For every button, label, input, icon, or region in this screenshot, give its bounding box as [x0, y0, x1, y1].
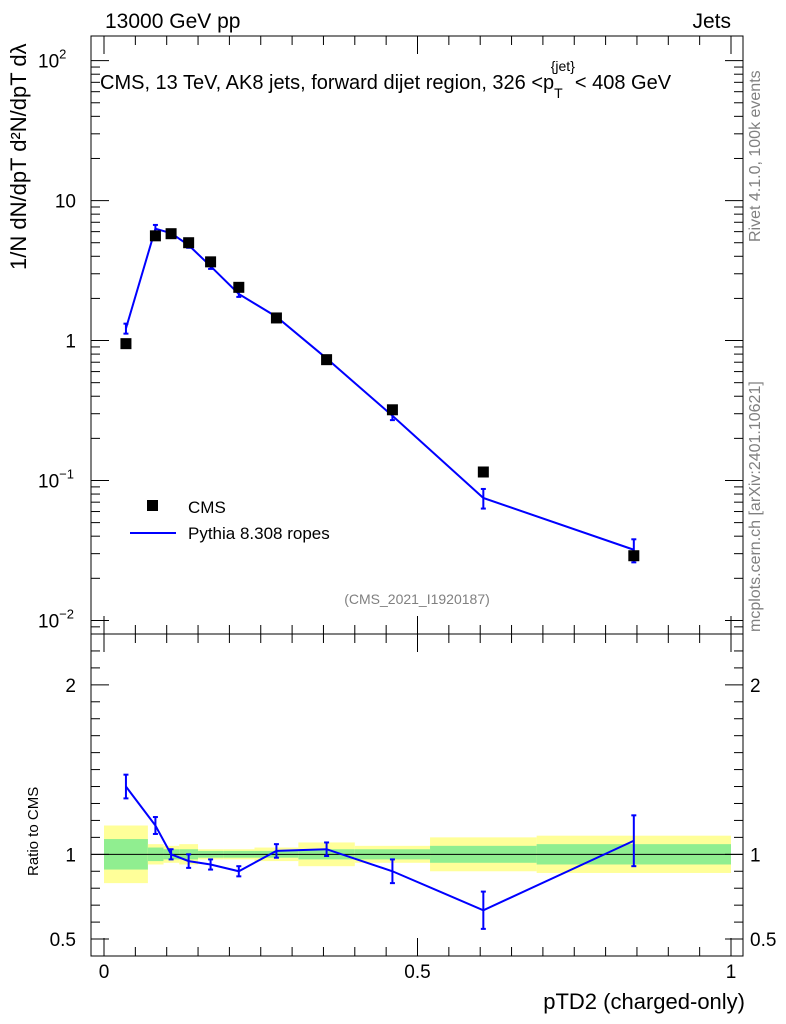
title-sub-t: T [554, 85, 563, 101]
x-tick-label: 0 [99, 962, 110, 983]
mcplots-source-label: mcplots.cern.ch [arXiv:2401.10621] [747, 381, 764, 632]
main-y-tick-label: 102 [38, 47, 66, 73]
svg-text:1/N dN/dpT d²N/dpT dλ: 1/N dN/dpT d²N/dpT dλ [6, 43, 31, 270]
main-y-tick-label: 10−2 [38, 606, 74, 632]
cms-data-point [205, 256, 217, 268]
cms-data-point [477, 466, 489, 478]
cms-data-point [165, 228, 177, 240]
ratio-panel-frame [90, 633, 744, 957]
main-axis-ticks [91, 36, 743, 635]
main-panel: 10−2 10−1 1 10 102 [38, 35, 744, 635]
cms-data-point [120, 338, 132, 350]
cms-data-point [149, 230, 161, 242]
main-y-tick-label: 1 [65, 332, 76, 353]
ratio-series-layer [123, 773, 637, 930]
main-y-tick-label: 10−1 [38, 466, 74, 492]
ylabel-main-text: 1/N dN/dpT d²N/dpT dλ [6, 43, 31, 270]
main-y-tick-labels: 10−2 10−1 1 10 102 [38, 47, 76, 633]
cms-data-point [321, 354, 333, 366]
x-axis-title: pTD2 (charged-only) [543, 989, 745, 1014]
ratio-y-tick-label-right: 1 [750, 845, 761, 866]
legend-pythia-label: Pythia 8.308 ropes [188, 524, 330, 543]
cms-data-point [386, 404, 398, 416]
header-left-label: 13000 GeV pp [105, 10, 240, 33]
ratio-y-tick-label: 2 [65, 676, 76, 697]
legend: CMS Pythia 8.308 ropes [130, 498, 330, 543]
main-panel-frame [90, 35, 744, 635]
cms-data-point [233, 281, 245, 293]
cms-data-point [270, 312, 282, 324]
rivet-version-label: Rivet 4.1.0, 100k events [747, 70, 764, 242]
analysis-tag: (CMS_2021_I1920187) [344, 591, 490, 607]
legend-cms-label: CMS [188, 498, 226, 517]
main-series-layer [120, 223, 640, 564]
title-sup-jet: {jet} [551, 58, 575, 74]
legend-cms-marker [147, 500, 158, 511]
x-tick-label: 1 [726, 962, 737, 983]
main-y-axis-title: 1/N dN/dpT d²N/dpT dλ [6, 43, 31, 270]
x-tick-label: 0.5 [404, 962, 430, 983]
ratio-y-tick-label: 0.5 [50, 930, 76, 951]
x-tick-labels: 0 0.5 1 [99, 962, 737, 983]
ratio-y-tick-label: 1 [65, 845, 76, 866]
ratio-y-tick-label-right: 0.5 [750, 930, 776, 951]
ratio-y-tick-label-right: 2 [750, 676, 761, 697]
ratio-y-axis-title: Ratio to CMS [25, 787, 42, 876]
header-right-label: Jets [692, 10, 731, 33]
cms-data-point [183, 237, 195, 249]
plot-title: CMS, 13 TeV, AK8 jets, forward dijet reg… [100, 58, 672, 101]
main-y-tick-label: 10 [55, 192, 76, 213]
ratio-axis-ticks: 0.5 0.5 1 1 2 2 [50, 633, 776, 957]
ratio-panel: 0.5 0.5 1 1 2 2 [50, 633, 776, 957]
cms-data-point [628, 550, 640, 562]
